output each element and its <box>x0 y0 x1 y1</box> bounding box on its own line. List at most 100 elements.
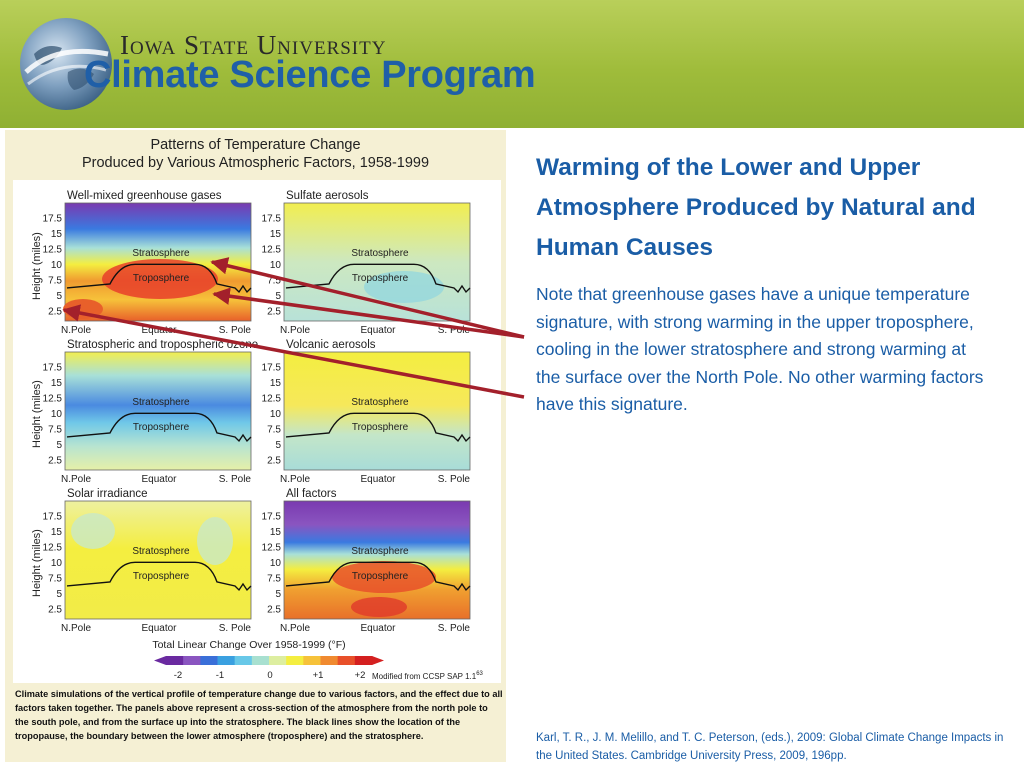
tropopause-line <box>66 263 252 294</box>
y-tick-label: 10 <box>270 409 282 420</box>
y-tick-label: 17.5 <box>43 214 63 225</box>
x-tick-label: S. Pole <box>438 623 471 634</box>
x-tick-label: Equator <box>141 325 177 336</box>
x-tick-label: Equator <box>360 474 396 485</box>
arrow-lower-stratosphere <box>212 287 525 339</box>
y-tick-label: 15 <box>51 527 63 538</box>
arrow-upper-troposphere <box>210 257 525 339</box>
x-tick-label: S. Pole <box>438 474 471 485</box>
y-tick-label: 12.5 <box>262 394 282 405</box>
y-tick-label: 7.5 <box>48 425 62 436</box>
surface-warming <box>351 597 407 617</box>
y-tick-label: 12.5 <box>43 245 63 256</box>
y-tick-label: 17.5 <box>262 214 282 225</box>
slide-title: Warming of the Lower and Upper Atmospher… <box>536 154 976 261</box>
figure-caption: Climate simulations of the vertical prof… <box>15 689 503 741</box>
y-tick-label: 2.5 <box>267 605 281 616</box>
y-axis-label-row1: Height (miles) <box>31 232 43 300</box>
y-tick-label: 5 <box>56 589 62 600</box>
cooling-region <box>364 271 444 303</box>
y-tick-label: 7.5 <box>267 574 281 585</box>
colorbar-title: Total Linear Change Over 1958-1999 (°F) <box>152 639 345 651</box>
panel-6: All factors Stratosphere Troposphere 17.5 15… <box>262 488 471 634</box>
tropopause-line <box>285 263 471 294</box>
x-tick-label: S. Pole <box>219 623 252 634</box>
troposphere-label: Troposphere <box>133 571 190 582</box>
x-tick-label: N.Pole <box>61 623 91 634</box>
panel-field <box>64 351 252 471</box>
citation: Karl, T. R., J. M. Melillo, and T. C. Pe… <box>536 732 1004 762</box>
tropopause-line <box>285 412 471 443</box>
cooling-region <box>197 517 233 565</box>
figure-title-line1: Patterns of Temperature Change <box>150 137 361 153</box>
x-tick-label: N.Pole <box>280 623 310 634</box>
x-tick-label: Equator <box>360 623 396 634</box>
x-tick-label: S. Pole <box>219 474 252 485</box>
y-tick-label: 10 <box>270 260 282 271</box>
y-axis-label-row3: Height (miles) <box>31 529 43 597</box>
y-tick-label: 5 <box>275 589 281 600</box>
y-tick-label: 12.5 <box>43 543 63 554</box>
panel-3: Stratospheric and tropospheric ozone Stra… <box>43 339 259 485</box>
y-tick-label: 15 <box>270 229 282 240</box>
colorbar-tick-label: 0 <box>267 670 272 681</box>
colorbar-tick-label: +1 <box>313 670 324 681</box>
colorbar-swatch <box>251 656 270 665</box>
x-tick-label: N.Pole <box>280 474 310 485</box>
y-tick-label: 17.5 <box>262 363 282 374</box>
colorbar-tick-label: -1 <box>216 670 224 681</box>
modified-note: Modified from CCSP SAP 1.163 <box>372 671 484 681</box>
colorbar-swatch <box>269 656 287 665</box>
y-tick-label: 10 <box>51 409 63 420</box>
y-tick-label: 12.5 <box>262 245 282 256</box>
tropopause-line <box>66 561 252 592</box>
panel-title: Stratospheric and tropospheric ozone <box>67 339 258 351</box>
stratosphere-label: Stratosphere <box>351 397 409 408</box>
y-tick-label: 2.5 <box>48 605 62 616</box>
colorbar-swatch <box>286 656 304 665</box>
colorbar-swatch <box>234 656 253 665</box>
stratosphere-label: Stratosphere <box>132 248 190 259</box>
colorbar-tick-label: +2 <box>355 670 366 681</box>
y-tick-label: 5 <box>56 291 62 302</box>
x-tick-label: S. Pole <box>438 325 471 336</box>
panel-title: Volcanic aerosols <box>286 339 376 351</box>
y-tick-label: 5 <box>275 440 281 451</box>
y-tick-label: 2.5 <box>267 307 281 318</box>
y-tick-label: 12.5 <box>43 394 63 405</box>
troposphere-label: Troposphere <box>133 273 190 284</box>
university-name: Iowa State University <box>120 30 387 60</box>
colorbar-swatch <box>200 656 218 665</box>
y-tick-label: 12.5 <box>262 543 282 554</box>
colorbar-swatch <box>337 656 356 665</box>
arrow-north-pole-surface <box>62 304 525 399</box>
x-tick-label: Equator <box>360 325 396 336</box>
y-tick-label: 7.5 <box>48 574 62 585</box>
troposphere-label: Troposphere <box>352 422 409 433</box>
panel-title: Well-mixed greenhouse gases <box>67 190 222 202</box>
y-tick-label: 2.5 <box>267 456 281 467</box>
x-tick-label: N.Pole <box>61 474 91 485</box>
y-tick-label: 7.5 <box>267 425 281 436</box>
colorbar-swatch <box>354 656 373 665</box>
x-tick-label: N.Pole <box>61 325 91 336</box>
warming-core <box>332 561 436 593</box>
header-banner: Iowa State University Climate Science Pr… <box>0 0 1024 128</box>
panel-title: All factors <box>286 488 337 500</box>
y-tick-label: 15 <box>270 378 282 389</box>
y-tick-label: 17.5 <box>43 512 63 523</box>
colorbar <box>154 656 384 665</box>
stratosphere-label: Stratosphere <box>351 248 409 259</box>
y-tick-label: 2.5 <box>48 456 62 467</box>
colorbar-swatch <box>183 656 201 665</box>
colorbar-min-arrow <box>154 656 166 665</box>
y-tick-label: 10 <box>51 558 63 569</box>
y-tick-label: 5 <box>275 291 281 302</box>
slide-body: Note that greenhouse gases have a unique… <box>536 284 984 414</box>
troposphere-label: Troposphere <box>352 571 409 582</box>
panel-4: Volcanic aerosols Stratosphere Troposphere… <box>262 339 471 485</box>
tropopause-line <box>66 412 252 443</box>
y-tick-label: 10 <box>270 558 282 569</box>
y-tick-label: 7.5 <box>48 276 62 287</box>
y-tick-label: 15 <box>51 378 63 389</box>
